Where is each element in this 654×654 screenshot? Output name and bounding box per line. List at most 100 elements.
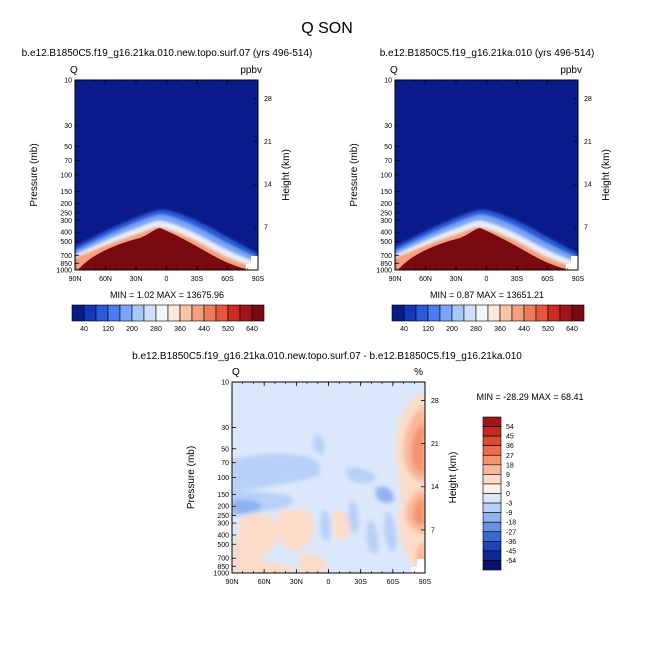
panel-b-colorbar-swatch <box>391 304 405 322</box>
panel-a-x-tick-label: 90N <box>69 276 82 283</box>
panel-a-y2-tick-label: 21 <box>264 139 272 146</box>
panel-b-y-tick-label: 300 <box>380 218 392 225</box>
panel-c-y-tick-label: 30 <box>221 425 229 432</box>
panel-c-colorbar-label: 18 <box>506 462 514 469</box>
panel-c-colorbar-label: 0 <box>506 491 510 498</box>
panel-a-colorbar-swatch <box>83 304 97 322</box>
panel-c-colorbar-swatch <box>482 464 502 475</box>
panel-c-x-tick-label: 30S <box>354 579 367 586</box>
panel-b-units-label: ppbv <box>560 65 582 76</box>
panel-c-y-tick-label: 70 <box>221 460 229 467</box>
panel-c-y-tick-label: 500 <box>217 542 229 549</box>
panel-a-y-tick-label: 70 <box>64 158 72 165</box>
panel-a-y-tick-label: 50 <box>64 144 72 151</box>
panel-c-x-tick-label: 60S <box>387 579 400 586</box>
panel-a: b.e12.B1850C5.f19_g16.21ka.010.new.topo.… <box>22 48 313 333</box>
panel-c-variable-label: Q <box>232 367 240 378</box>
panel-c-colorbar-swatch <box>482 483 502 494</box>
panel-c-colorbar-swatch <box>482 493 502 504</box>
panel-c-x-tick-label: 30N <box>290 579 303 586</box>
panel-b-y-tick-label: 700 <box>380 253 392 260</box>
panel-b-colorbar-label: 40 <box>400 326 408 333</box>
panel-b-minmax: MIN = 0.87 MAX = 13651.21 <box>430 290 544 300</box>
panel-a-colorbar-swatch <box>191 304 205 322</box>
panel-b-y-tick-label: 250 <box>380 210 392 217</box>
panel-b-colorbar-swatch <box>487 304 501 322</box>
panel-b-x-tick-label: 30N <box>450 276 463 283</box>
panel-a-y2-tick-label: 14 <box>264 182 272 189</box>
panel-b-y2-axis-title: Height (km) <box>601 149 612 201</box>
panel-a-y-axis-title: Pressure (mb) <box>29 143 40 206</box>
panel-c-colorbar-swatch <box>482 541 502 552</box>
panel-c-y-axis-title: Pressure (mb) <box>186 446 197 509</box>
panel-b-y-tick-label: 1000 <box>376 268 392 275</box>
panel-a-colorbar-label: 640 <box>246 326 258 333</box>
panel-b-colorbar-label: 200 <box>446 326 458 333</box>
panel-b-y-tick-label: 100 <box>380 173 392 180</box>
panel-c-y2-tick-label: 7 <box>431 527 435 534</box>
panel-c-units-label: % <box>414 367 423 378</box>
panel-b-x-tick-label: 90S <box>572 276 585 283</box>
panel-c-field <box>232 382 425 573</box>
panel-a-y-tick-label: 30 <box>64 123 72 130</box>
panel-b: b.e12.B1850C5.f19_g16.21ka.010 (yrs 496-… <box>349 48 612 333</box>
panel-c-colorbar-swatch <box>482 531 502 542</box>
panel-a-colorbar-label: 40 <box>80 326 88 333</box>
panel-a-y2-tick-label: 28 <box>264 96 272 103</box>
panel-a-y-tick-label: 500 <box>60 239 72 246</box>
panel-c-colorbar-label: -3 <box>506 501 512 508</box>
panel-b-y-axis-title: Pressure (mb) <box>349 143 360 206</box>
panel-a-colorbar-label: 440 <box>198 326 210 333</box>
panel-c-colorbar-label: -36 <box>506 539 516 546</box>
panel-b-colorbar-swatch <box>559 304 573 322</box>
panel-c-colorbar-label: -9 <box>506 510 512 517</box>
figure-title: Q SON <box>301 20 353 37</box>
panel-b-x-tick-label: 90N <box>389 276 402 283</box>
panel-c-y-tick-label: 200 <box>217 504 229 511</box>
panel-c-colorbar-swatch <box>482 512 502 523</box>
panel-c-y-tick-label: 150 <box>217 492 229 499</box>
panel-b-colorbar-swatch <box>463 304 477 322</box>
panel-c-colorbar-swatch <box>482 550 502 561</box>
panel-a-y-tick-label: 250 <box>60 210 72 217</box>
panel-b-y-tick-label: 70 <box>384 158 392 165</box>
panel-b-x-tick-label: 0 <box>485 276 489 283</box>
panel-c-y-tick-label: 1000 <box>213 571 229 578</box>
panel-a-colorbar-swatch <box>203 304 217 322</box>
panel-b-colorbar-swatch <box>475 304 489 322</box>
panel-b-colorbar-swatch <box>571 304 585 322</box>
panel-b-y-tick-label: 850 <box>380 261 392 268</box>
panel-a-colorbar-label: 120 <box>102 326 114 333</box>
panel-a-title: b.e12.B1850C5.f19_g16.21ka.010.new.topo.… <box>22 48 313 59</box>
panel-c-y-tick-label: 850 <box>217 564 229 571</box>
panel-a-field <box>75 80 258 270</box>
panel-a-colorbar-swatch <box>119 304 133 322</box>
panel-b-colorbar-swatch <box>547 304 561 322</box>
panel-c-x-tick-label: 0 <box>327 579 331 586</box>
panel-b-y2-tick-label: 7 <box>584 225 588 232</box>
panel-a-colorbar-swatch <box>95 304 109 322</box>
panel-b-y-tick-label: 30 <box>384 123 392 130</box>
panel-c-colorbar-swatch <box>482 445 502 456</box>
panel-c-y-tick-label: 100 <box>217 475 229 482</box>
panel-b-y2-tick-label: 14 <box>584 182 592 189</box>
panel-b-y-tick-label: 400 <box>380 230 392 237</box>
panel-c-y2-tick-label: 28 <box>431 398 439 405</box>
panel-c-colorbar-label: -45 <box>506 548 516 555</box>
panel-c-x-tick-label: 90S <box>419 579 432 586</box>
panel-a-colorbar-swatch <box>107 304 121 322</box>
panel-a-x-tick-label: 60S <box>221 276 234 283</box>
panel-b-y2-tick-label: 28 <box>584 96 592 103</box>
panel-a-x-tick-label: 60N <box>99 276 112 283</box>
panel-b-y2-tick-label: 21 <box>584 139 592 146</box>
panel-c-colorbar-swatch <box>482 416 502 427</box>
panel-a-variable-label: Q <box>70 65 78 76</box>
panel-a-y-tick-label: 10 <box>64 78 72 85</box>
panel-c-colorbar-label: -18 <box>506 520 516 527</box>
panel-a-colorbar-swatch <box>131 304 145 322</box>
panel-a-colorbar-swatch <box>155 304 169 322</box>
panel-a-colorbar-label: 520 <box>222 326 234 333</box>
panel-b-colorbar-swatch <box>427 304 441 322</box>
panel-c-colorbar-label: 3 <box>506 481 510 488</box>
panel-b-title: b.e12.B1850C5.f19_g16.21ka.010 (yrs 496-… <box>380 48 595 59</box>
